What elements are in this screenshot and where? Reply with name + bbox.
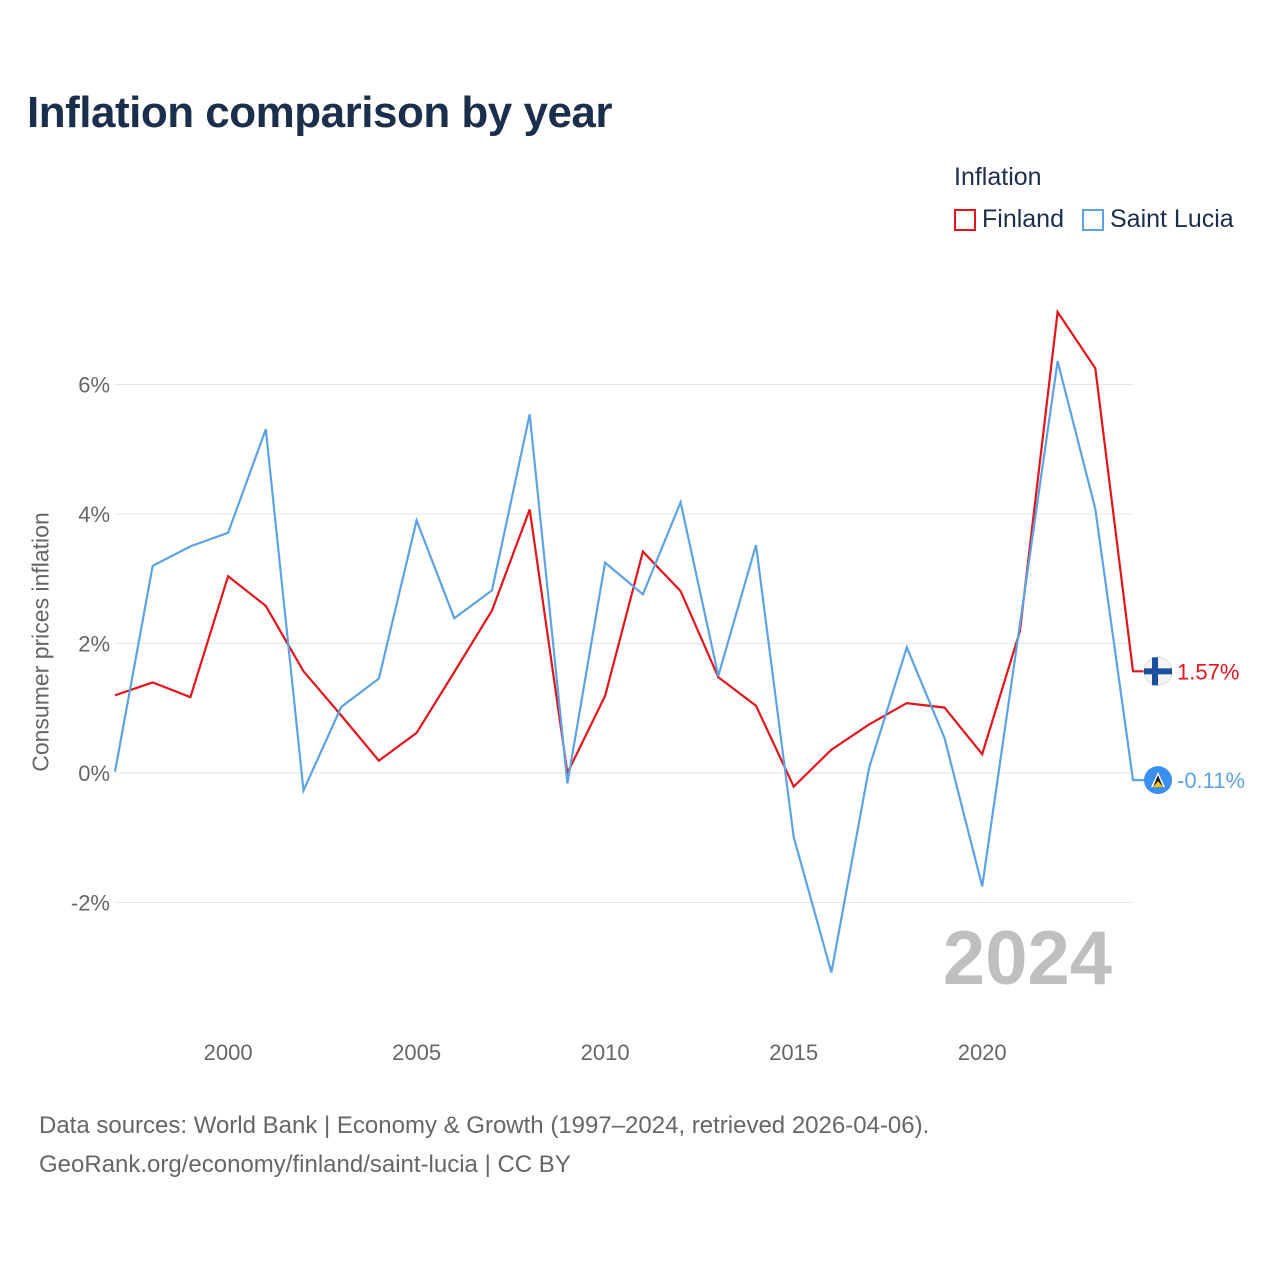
finland-flag-icon <box>1143 656 1173 686</box>
x-tick-label: 2015 <box>769 1040 818 1065</box>
y-axis-ticks: -2% 0% 2% 4% 6% <box>71 373 110 916</box>
legend-label-finland: Finland <box>982 205 1064 233</box>
legend: Finland Saint Lucia <box>954 205 1252 234</box>
y-tick-label: 2% <box>78 632 110 657</box>
y-tick-label: -2% <box>71 891 110 916</box>
y-tick-label: 4% <box>78 502 110 527</box>
y-tick-label: 6% <box>78 373 110 398</box>
legend-title: Inflation <box>954 163 1042 191</box>
chart-title: Inflation comparison by year <box>27 88 613 137</box>
series-line-finland[interactable] <box>114 308 1145 789</box>
footer: Data sources: World Bank | Economy & Gro… <box>39 1106 929 1184</box>
footer-sources: Data sources: World Bank | Economy & Gro… <box>39 1112 930 1139</box>
series-lines <box>113 308 1145 973</box>
x-tick-label: 2020 <box>958 1040 1007 1065</box>
saint-lucia-flag-icon <box>1144 766 1172 795</box>
end-label-finland: 1.57% <box>1177 659 1239 684</box>
gridlines <box>115 384 1133 903</box>
x-tick-label: 2005 <box>392 1040 441 1065</box>
series-line-saint-lucia[interactable] <box>113 360 1145 973</box>
x-tick-label: 2000 <box>204 1040 253 1065</box>
year-watermark: 2024 <box>943 916 1112 1001</box>
end-label-saint-lucia: -0.11% <box>1177 768 1245 793</box>
y-tick-label: 0% <box>78 761 110 786</box>
legend-swatch-finland <box>954 208 976 231</box>
x-axis-ticks: 2000 2005 2010 2015 2020 <box>204 1040 1007 1065</box>
series-end-markers: 1.57% -0.11% <box>1143 656 1245 795</box>
legend-item-finland[interactable]: Finland <box>954 205 1064 234</box>
legend-swatch-saint-lucia <box>1082 208 1104 231</box>
legend-item-saint-lucia[interactable]: Saint Lucia <box>1082 205 1234 234</box>
legend-label-saint-lucia: Saint Lucia <box>1110 205 1234 233</box>
footer-link[interactable]: GeoRank.org/economy/finland/saint-lucia … <box>39 1151 571 1178</box>
x-tick-label: 2010 <box>581 1040 630 1065</box>
